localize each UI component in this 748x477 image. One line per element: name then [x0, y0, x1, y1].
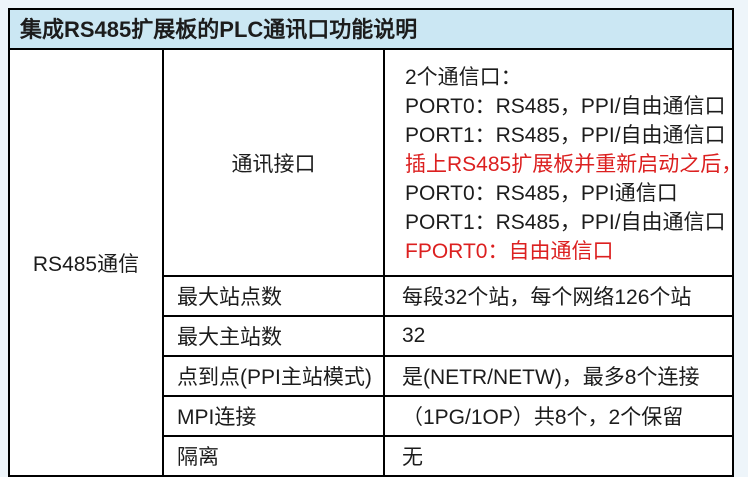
comm-interface-label: 通讯接口 — [162, 48, 385, 277]
spec-value: 32 — [383, 315, 734, 357]
table-row: 最大主站数 32 — [9, 315, 734, 357]
comm-line: PORT0：RS485，PPI通信口 — [405, 182, 678, 205]
comm-line-warning: 插上RS485扩展板并重新启动之后， — [405, 153, 743, 176]
spec-label: 最大主站数 — [162, 315, 385, 357]
spec-value: （1PG/1OP）共8个，2个保留 — [383, 395, 734, 437]
table-row: MPI连接 （1PG/1OP）共8个，2个保留 — [9, 395, 734, 437]
comm-line: PORT1：RS485，PPI/自由通信口 — [405, 211, 726, 234]
spec-label: 点到点(PPI主站模式) — [162, 355, 385, 397]
spec-label: 最大站点数 — [162, 275, 385, 317]
spec-label: MPI连接 — [162, 395, 385, 437]
comm-interface-row: RS485通信 通讯接口 2个通信口： PORT0：RS485，PPI/自由通信… — [8, 48, 743, 477]
spec-value: 无 — [383, 435, 734, 477]
comm-line: 2个通信口： — [405, 66, 522, 89]
table-row: 最大站点数 每段32个站，每个网络126个站 — [9, 275, 734, 317]
comm-interface-value: 2个通信口： PORT0：RS485，PPI/自由通信口 PORT1：RS485… — [383, 48, 743, 277]
rs485-spec-table: 集成RS485扩展板的PLC通讯口功能说明 RS485通信 通讯接口 2个通信口… — [8, 8, 743, 477]
comm-line: PORT0：RS485，PPI/自由通信口 — [405, 95, 726, 118]
row-group-label: RS485通信 — [8, 48, 164, 477]
spec-value: 每段32个站，每个网络126个站 — [383, 275, 734, 317]
spec-label: 隔离 — [162, 435, 385, 477]
spec-value: 是(NETR/NETW)，最多8个连接 — [383, 355, 734, 397]
table-row: 点到点(PPI主站模式) 是(NETR/NETW)，最多8个连接 — [9, 355, 734, 397]
table-title: 集成RS485扩展板的PLC通讯口功能说明 — [8, 8, 734, 50]
comm-line-warning: FPORT0：自由通信口 — [405, 240, 614, 263]
title-row: 集成RS485扩展板的PLC通讯口功能说明 — [8, 8, 734, 50]
comm-line: PORT1：RS485，PPI/自由通信口 — [405, 124, 726, 147]
table-row: 隔离 无 — [9, 435, 734, 477]
